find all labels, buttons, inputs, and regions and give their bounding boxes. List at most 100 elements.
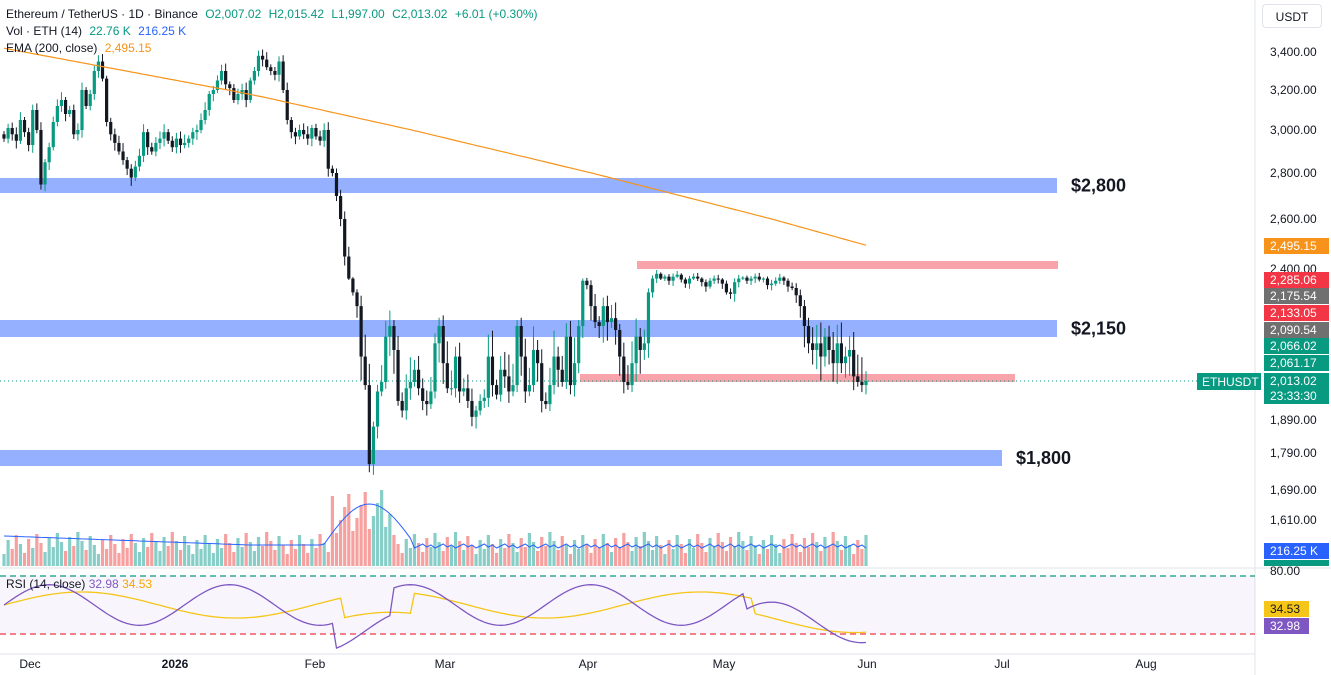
volume-bar xyxy=(343,507,347,566)
candle-body xyxy=(601,306,605,327)
volume-bar xyxy=(572,540,577,566)
volume-bar xyxy=(363,492,367,566)
volume-bar xyxy=(819,551,823,566)
volume-bar xyxy=(490,544,495,566)
volume-bar xyxy=(527,533,532,566)
volume-bar xyxy=(597,548,601,566)
resistance-zone xyxy=(637,261,1058,269)
candle-body xyxy=(470,400,474,417)
candle-body xyxy=(490,356,495,386)
candle-body xyxy=(31,110,35,146)
volume-ma-value: 216.25 K xyxy=(138,24,187,38)
level-label: $2,800 xyxy=(1071,176,1126,196)
volume-bar xyxy=(35,534,39,566)
candle-body xyxy=(121,151,125,161)
candle-body xyxy=(720,279,724,284)
price-tag-text: 2,495.15 xyxy=(1270,239,1317,253)
candle-body xyxy=(864,381,868,386)
volume-group xyxy=(2,490,868,566)
candle-body xyxy=(531,349,536,386)
candle-body xyxy=(228,84,232,89)
time-axis-label: Dec xyxy=(19,657,40,671)
volume-bar xyxy=(121,539,125,566)
volume-bar xyxy=(425,538,429,566)
volume-bar xyxy=(330,496,334,566)
candle-body xyxy=(27,132,31,146)
candle-body xyxy=(421,388,425,401)
volume-bar xyxy=(683,553,687,566)
volume-bar xyxy=(540,537,544,566)
candle-body xyxy=(716,278,720,280)
rsi-legend[interactable]: RSI (14, close) 32.98 34.53 xyxy=(6,576,152,592)
volume-bar xyxy=(76,532,80,566)
price-tick-label: 1,690.00 xyxy=(1270,483,1317,497)
volume-bar xyxy=(55,533,59,566)
volume-bar xyxy=(191,554,195,566)
volume-bar xyxy=(831,532,835,566)
price-tag xyxy=(1264,272,1329,288)
volume-bar xyxy=(375,503,380,566)
candle-body xyxy=(499,369,503,395)
volume-bar xyxy=(289,540,293,566)
candle-body xyxy=(178,138,183,146)
volume-bar xyxy=(864,535,868,566)
volume-bar xyxy=(384,527,388,566)
volume-bar xyxy=(310,539,314,566)
candle-body xyxy=(798,295,802,307)
volume-bar xyxy=(708,538,712,566)
candle-body xyxy=(774,280,778,284)
candle-body xyxy=(137,155,142,167)
volume-bar xyxy=(84,550,88,566)
volume-bar xyxy=(232,552,236,566)
ema-legend[interactable]: EMA (200, close) 2,495.15 xyxy=(6,40,155,57)
price-tick-label: 2,600.00 xyxy=(1270,212,1317,226)
candle-body xyxy=(650,278,655,293)
ema-label: EMA (200, close) xyxy=(6,41,98,55)
candle-body xyxy=(589,285,593,307)
volume-bar xyxy=(745,550,749,566)
candle-body xyxy=(347,256,351,279)
candle-body xyxy=(741,277,745,279)
volume-bar xyxy=(568,554,573,566)
currency-button[interactable]: USDT xyxy=(1262,4,1322,28)
volume-bar xyxy=(499,539,503,566)
volume-bar xyxy=(852,554,856,566)
candle-body xyxy=(724,283,729,293)
volume-bar xyxy=(536,551,540,566)
time-axis-label: 2026 xyxy=(162,657,189,671)
candle-body xyxy=(236,94,240,100)
candle-body xyxy=(310,128,314,139)
volume-bar xyxy=(453,532,458,566)
volume-bar xyxy=(630,551,634,566)
volume-bar xyxy=(753,545,757,566)
candle-body xyxy=(125,160,129,169)
candle-body xyxy=(219,71,224,81)
volume-bar xyxy=(741,541,745,566)
volume-bar xyxy=(404,539,408,566)
candle-body xyxy=(683,279,687,284)
candle-body xyxy=(256,55,261,71)
volume-legend[interactable]: Vol · ETH (14) 22.76 K 216.25 K xyxy=(6,23,190,40)
candle-body xyxy=(478,400,482,411)
volume-bar xyxy=(355,518,359,566)
volume-bar xyxy=(782,539,786,566)
candle-body xyxy=(371,426,376,465)
candle-body xyxy=(170,140,174,148)
volume-bar xyxy=(449,546,454,566)
price-tag-text: 2,285.06 xyxy=(1270,273,1317,287)
candle-body xyxy=(351,278,355,293)
price-tick-label: 2,800.00 xyxy=(1270,166,1317,180)
candle-body xyxy=(745,277,749,281)
candle-body xyxy=(187,138,191,143)
candle-body xyxy=(367,385,371,465)
volume-bar xyxy=(614,538,618,566)
volume-bar xyxy=(158,551,162,566)
volume-bar xyxy=(170,532,174,566)
volume-bar xyxy=(847,545,852,566)
ohlc-close: C2,013.02 xyxy=(392,7,448,21)
candle-body xyxy=(326,130,330,169)
volume-bar xyxy=(716,533,720,566)
candle-body xyxy=(474,410,478,417)
